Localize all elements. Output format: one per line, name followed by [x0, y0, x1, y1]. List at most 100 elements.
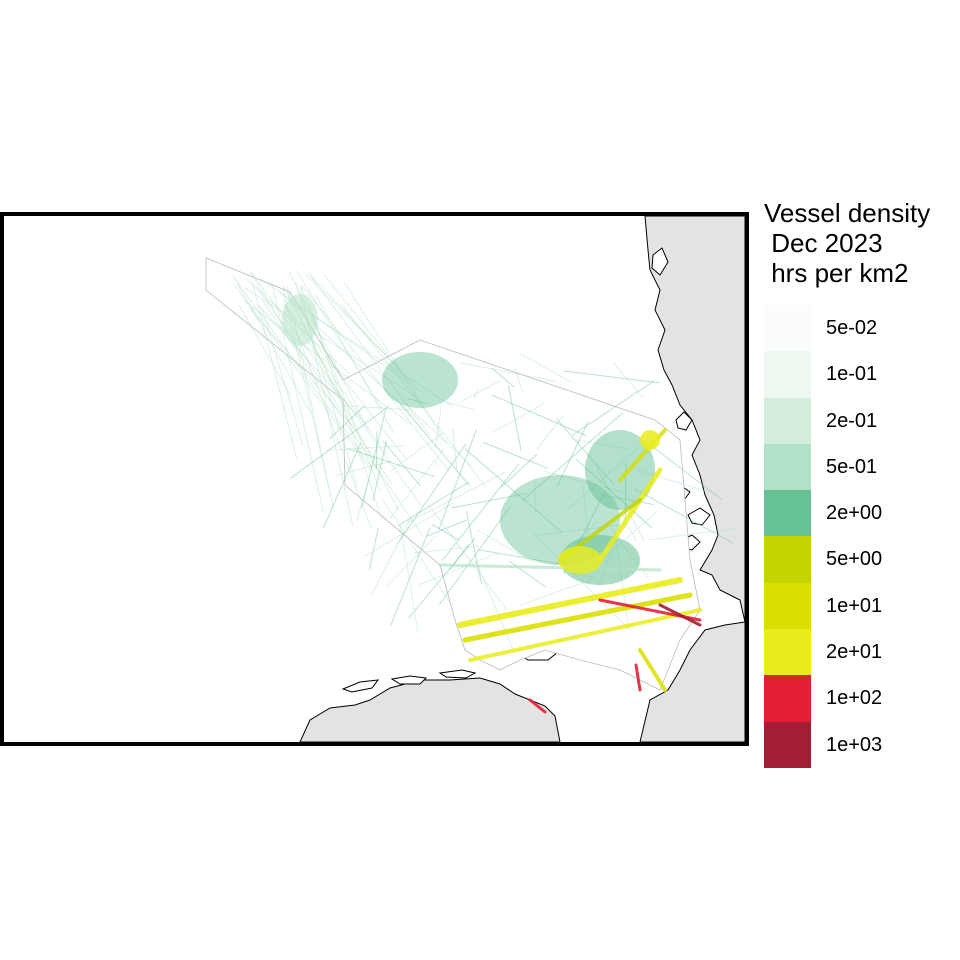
vessel-track [406, 471, 507, 524]
legend-label: 2e+00 [826, 502, 883, 525]
vessel-track [407, 406, 472, 467]
vessel-track [261, 278, 407, 382]
legend-item: 2e+01 [764, 629, 954, 676]
legend-swatch [764, 721, 811, 768]
vessel-track [473, 387, 479, 399]
south-landmass [299, 677, 561, 742]
vessel-track [457, 577, 683, 628]
vessel-track [390, 432, 443, 472]
vessel-track [644, 440, 722, 500]
vessel-track [315, 295, 395, 434]
vessel-track [250, 271, 424, 508]
legend-item: 1e+02 [764, 675, 954, 722]
legend-swatch [764, 490, 811, 537]
legend-item: 1e+01 [764, 582, 954, 630]
vessel-track [534, 523, 626, 536]
vessel-track [483, 441, 548, 469]
vessel-track [356, 478, 370, 520]
density-patch [382, 352, 458, 408]
vessel-track [244, 301, 411, 425]
vessel-track [372, 440, 387, 501]
legend-item: 1e+03 [764, 721, 954, 768]
vessel-track [533, 478, 537, 513]
vessel-track [383, 500, 453, 606]
vessel-track [397, 481, 469, 527]
legend-item: 5e-01 [764, 443, 954, 491]
legend-label: 2e+01 [826, 641, 883, 664]
vessel-track [428, 505, 507, 610]
vessel-track [658, 603, 702, 627]
vessel-track [232, 275, 373, 469]
island [651, 247, 669, 276]
vessel-track [238, 304, 292, 397]
vessel-track [441, 463, 519, 561]
vessel-track [243, 287, 419, 399]
vessel-track [375, 430, 378, 470]
vessel-track [340, 303, 487, 488]
vessel-track [407, 398, 427, 404]
vessel-track [290, 406, 389, 479]
vessel-track [431, 523, 460, 541]
study-area-outline [205, 257, 701, 691]
vessel-track [326, 445, 405, 451]
vessel-track [445, 401, 474, 411]
legend-label: 1e+01 [826, 594, 883, 617]
vessel-track [293, 302, 454, 408]
vessel-track [413, 545, 480, 554]
legend-label: 2e-01 [826, 409, 878, 432]
density-patch [282, 294, 318, 346]
vessel-track [324, 274, 389, 357]
vessel-track [634, 663, 642, 692]
vessel-track [633, 488, 733, 544]
legend-swatch [764, 443, 811, 491]
vessel-track [251, 281, 297, 459]
vessel-track [342, 405, 411, 411]
vessel-track [536, 415, 564, 450]
vessel-track [271, 283, 324, 513]
legend-swatch [764, 305, 811, 352]
legend-swatch [764, 536, 811, 583]
vessel-track [476, 529, 535, 563]
vessel-track [249, 308, 354, 428]
vessel-track [563, 370, 661, 384]
vessel-track [478, 549, 560, 565]
vessel-track [308, 272, 420, 392]
island [675, 411, 693, 431]
vessel-track [491, 394, 588, 437]
legend-item: 2e-01 [764, 397, 954, 444]
vessel-track [514, 367, 523, 392]
vessel-track [468, 608, 702, 662]
vessel-track [385, 535, 436, 588]
legend-swatch [764, 675, 811, 722]
vessel-track [296, 270, 383, 409]
island [390, 675, 428, 685]
legend-label: 1e+03 [826, 733, 883, 756]
vessel-track [434, 379, 446, 449]
study-area-polygon [205, 257, 701, 691]
vessel-track [310, 275, 430, 435]
vessel-track [419, 552, 499, 586]
vessel-track [389, 448, 445, 519]
vessel-track [465, 448, 562, 533]
island [687, 507, 711, 526]
vessel-track [520, 353, 573, 384]
vessel-track [434, 459, 438, 466]
vessel-track [255, 285, 393, 485]
legend-item: 5e-02 [764, 305, 954, 352]
vessel-track [368, 527, 379, 570]
vessel-track [308, 304, 382, 519]
vessel-track [522, 412, 623, 501]
legend-item: 5e+00 [764, 536, 954, 583]
vessel-track [361, 407, 387, 509]
map-panel[interactable] [0, 212, 749, 746]
vessel-track [371, 514, 414, 595]
legend-label: 5e+00 [826, 548, 883, 571]
island [341, 679, 380, 693]
vessel-track [347, 448, 435, 478]
vessel-track [382, 440, 421, 487]
legend-label: 5e-02 [826, 317, 878, 339]
vessel-track [493, 403, 544, 433]
vessel-track [261, 307, 304, 447]
vessel-track [390, 527, 431, 626]
legend-swatch [764, 397, 811, 444]
